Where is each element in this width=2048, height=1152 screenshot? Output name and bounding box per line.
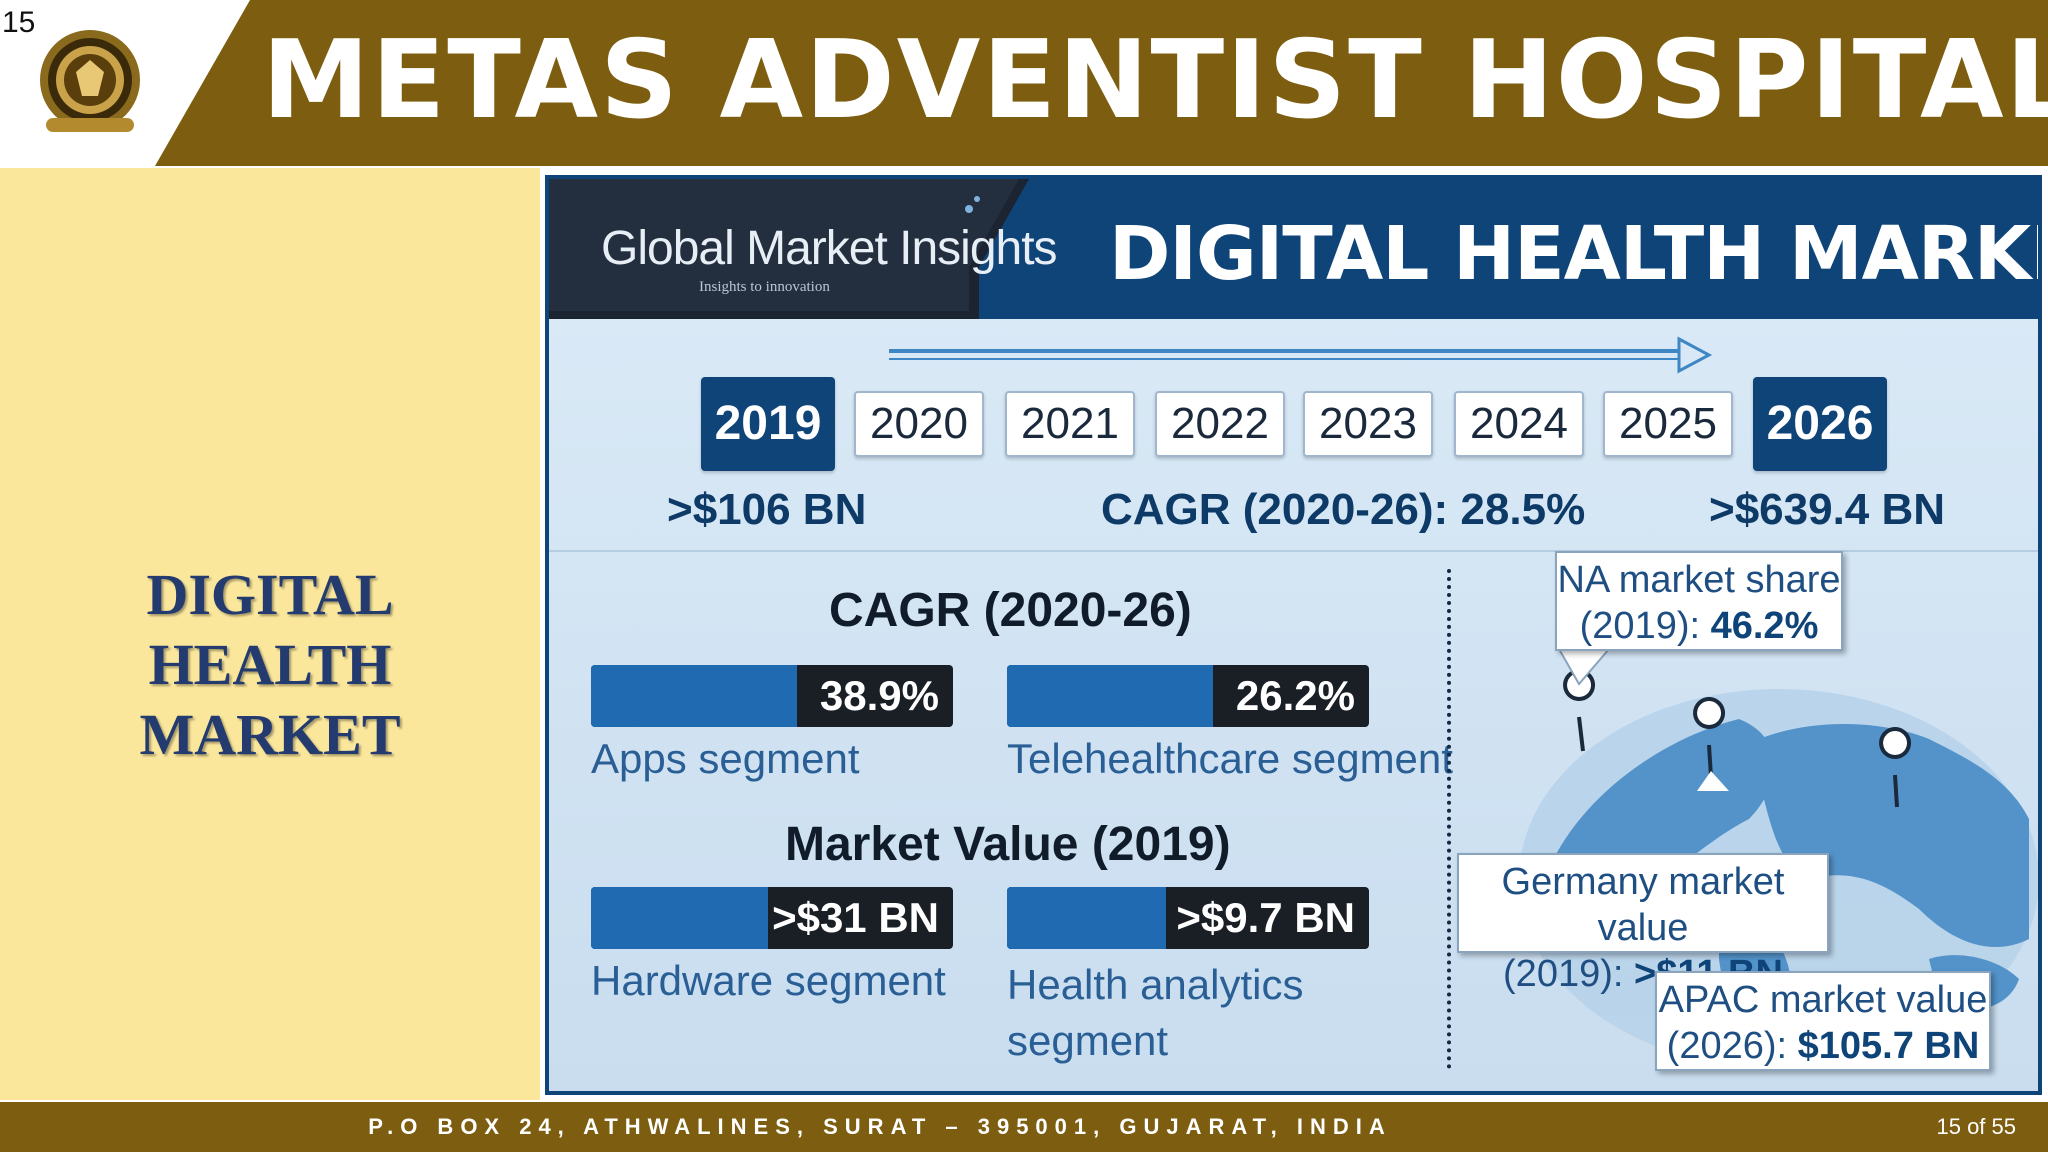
- year-2025-box: 2025: [1603, 391, 1733, 457]
- apps-cagr-value: 38.9%: [819, 672, 939, 719]
- telehealthcare-cagr-bar: 26.2%: [1007, 665, 1369, 727]
- cagr-section-title: CAGR (2020-26): [829, 584, 1192, 637]
- telehealthcare-cagr-bar-fill: [1007, 665, 1214, 727]
- apac-callout-line2: (2026): $105.7 BN: [1657, 1023, 1989, 1069]
- apps-cagr-bar: 38.9%: [591, 665, 953, 727]
- na-callout-line2: (2019): 46.2%: [1557, 603, 1841, 649]
- year-2020-box: 2020: [854, 391, 984, 457]
- market-value-section-title: Market Value (2019): [785, 818, 1231, 871]
- hospital-title: METAS ADVENTIST HOSPITAL: [262, 18, 2048, 143]
- hospital-seal-logo: [40, 30, 140, 132]
- na-callout-year: (2019):: [1579, 605, 1711, 647]
- left-title-panel: DIGITAL HEALTH MARKET: [0, 168, 540, 1100]
- health-analytics-value-bar: >$9.7 BN: [1007, 887, 1369, 949]
- health-analytics-segment-label: Health analytics segment: [1007, 957, 1303, 1069]
- na-callout-value: 46.2%: [1710, 605, 1819, 647]
- brand-name: Global Market Insights: [601, 222, 1058, 275]
- slide-title-line1: DIGITAL HEALTH: [146, 562, 394, 697]
- telehealthcare-segment-label: Telehealthcare segment: [1007, 735, 1453, 782]
- infographic-header-band: [549, 179, 2038, 319]
- footer-address: P.O BOX 24, ATHWALINES, SURAT – 395001, …: [368, 1114, 1392, 1139]
- hardware-value-bar: >$31 BN: [591, 887, 953, 949]
- health-analytics-value-bar-fill: [1007, 887, 1167, 949]
- brand-tagline: Insights to innovation: [699, 279, 830, 295]
- year-2024-box: 2024: [1454, 391, 1584, 457]
- start-market-value: >$106 BN: [667, 485, 867, 534]
- digital-health-infographic: Global Market Insights Insights to innov…: [545, 175, 2042, 1095]
- year-2019-box: 2019: [701, 377, 835, 471]
- apac-callout-year: (2026):: [1666, 1025, 1798, 1067]
- apac-callout-line1: APAC market value: [1658, 979, 1988, 1021]
- health-analytics-label-line1: Health analytics: [1007, 961, 1304, 1008]
- footer-page-indicator: 15 of 55: [1936, 1114, 2016, 1139]
- apps-cagr-bar-fill: [591, 665, 798, 727]
- slide-header: 15 METAS ADVENTIST HOSPITAL: [0, 0, 2048, 166]
- apac-market-value-callout: APAC market value (2026): $105.7 BN: [1655, 971, 1991, 1071]
- slide-footer: P.O BOX 24, ATHWALINES, SURAT – 395001, …: [0, 1102, 2048, 1152]
- hardware-segment-label: Hardware segment: [591, 957, 946, 1004]
- germany-market-value-callout: Germany market value (2019): >$11 BN: [1457, 853, 1829, 995]
- year-2023-box: 2023: [1303, 391, 1433, 457]
- year-2022-box: 2022: [1155, 391, 1285, 457]
- slide-number: 15: [2, 6, 36, 39]
- na-callout-line1: NA market share: [1557, 559, 1841, 601]
- year-2026-box: 2026: [1753, 377, 1887, 471]
- health-analytics-market-value: >$9.7 BN: [1176, 894, 1355, 941]
- apac-callout-value: $105.7 BN: [1797, 1025, 1980, 1067]
- map-pin-icon: [1693, 697, 1726, 778]
- end-market-value: >$639.4 BN: [1709, 485, 1946, 534]
- header-band: [155, 0, 2048, 166]
- section-divider: [1447, 569, 1451, 1069]
- health-analytics-label-line2: segment: [1007, 1017, 1169, 1064]
- year-2021-box: 2021: [1005, 391, 1135, 457]
- hardware-value-bar-fill: [591, 887, 769, 949]
- germany-callout-line1: Germany market value: [1501, 861, 1785, 949]
- na-market-share-callout: NA market share (2019): 46.2%: [1555, 551, 1843, 651]
- overall-cagr: CAGR (2020-26): 28.5%: [1101, 485, 1586, 534]
- slide-title-line2: MARKET: [139, 702, 401, 767]
- infographic-title: DIGITAL HEALTH MARKET: [1109, 211, 2042, 297]
- map-pin-icon: [1879, 727, 1912, 808]
- apps-segment-label: Apps segment: [591, 735, 860, 782]
- hardware-market-value: >$31 BN: [772, 894, 939, 941]
- slide-title: DIGITAL HEALTH MARKET: [20, 560, 520, 770]
- telehealthcare-cagr-value: 26.2%: [1235, 672, 1355, 719]
- germany-callout-year: (2019):: [1503, 953, 1634, 995]
